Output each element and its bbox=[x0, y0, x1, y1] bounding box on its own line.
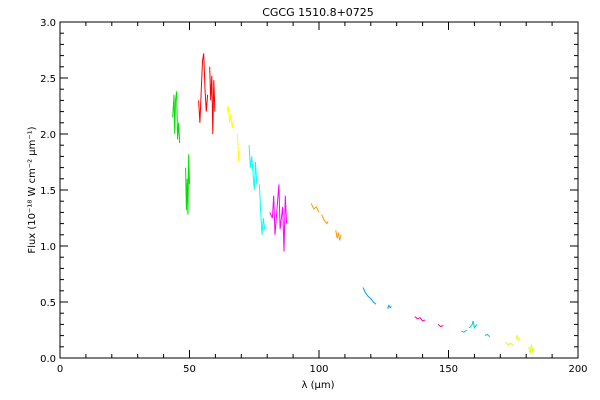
spectrum-segment-15 bbox=[414, 316, 426, 322]
y-tick-label: 1.0 bbox=[40, 242, 56, 253]
spectrum-segment-16 bbox=[437, 324, 444, 328]
series-layer bbox=[172, 53, 535, 354]
spectrum-segment-18 bbox=[468, 320, 478, 329]
spectrum-segment-17 bbox=[461, 329, 467, 333]
spectrum-segment-6 bbox=[236, 133, 240, 163]
x-tick-label: 0 bbox=[57, 364, 63, 375]
y-tick-label: 3.0 bbox=[40, 18, 56, 29]
x-tick-label: 100 bbox=[309, 364, 328, 375]
x-axis: 0 50 100 150 200 bbox=[57, 22, 588, 375]
y-axis: 0.0 0.5 1.0 1.5 2.0 2.5 3.0 bbox=[40, 18, 578, 365]
spectrum-segment-4 bbox=[209, 66, 216, 135]
spectrum-segment-2 bbox=[185, 154, 190, 215]
spectrum-segment-9 bbox=[269, 184, 288, 252]
spectrum-segment-3 bbox=[198, 53, 209, 123]
spectrum-segment-11 bbox=[321, 214, 329, 225]
y-tick-label: 1.5 bbox=[40, 186, 56, 197]
x-tick-label: 150 bbox=[439, 364, 458, 375]
spectrum-segment-21 bbox=[515, 334, 521, 342]
spectrum-segment-1 bbox=[172, 91, 181, 144]
x-axis-label: λ (μm) bbox=[301, 380, 334, 391]
spectrum-segment-22 bbox=[528, 344, 535, 354]
y-tick-label: 2.0 bbox=[40, 130, 56, 141]
spectrum-segment-8 bbox=[258, 184, 266, 235]
spectrum-segment-13 bbox=[362, 287, 377, 305]
y-tick-label: 0.5 bbox=[40, 298, 56, 309]
y-axis-label: Flux (10⁻¹⁸ W cm⁻² μm⁻¹) bbox=[27, 126, 38, 253]
y-tick-label: 2.5 bbox=[40, 74, 56, 85]
spectrum-segment-10 bbox=[310, 203, 320, 213]
spectrum-segment-5 bbox=[226, 105, 234, 129]
spectrum-segment-20 bbox=[505, 341, 514, 347]
spectrum-segment-12 bbox=[335, 230, 342, 241]
spectrum-segment-7 bbox=[248, 145, 258, 191]
spectrum-segment-14 bbox=[387, 304, 392, 309]
x-tick-label: 200 bbox=[568, 364, 587, 375]
chart-title: CGCG 1510.8+0725 bbox=[262, 6, 374, 19]
y-tick-label: 0.0 bbox=[40, 354, 56, 365]
spectrum-segment-19 bbox=[484, 333, 491, 338]
x-tick-label: 50 bbox=[183, 364, 196, 375]
plot-frame bbox=[59, 21, 579, 359]
